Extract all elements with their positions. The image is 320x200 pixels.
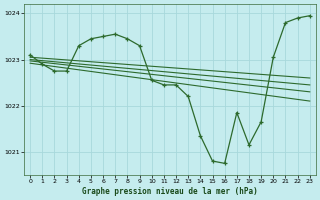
X-axis label: Graphe pression niveau de la mer (hPa): Graphe pression niveau de la mer (hPa) [82, 187, 258, 196]
